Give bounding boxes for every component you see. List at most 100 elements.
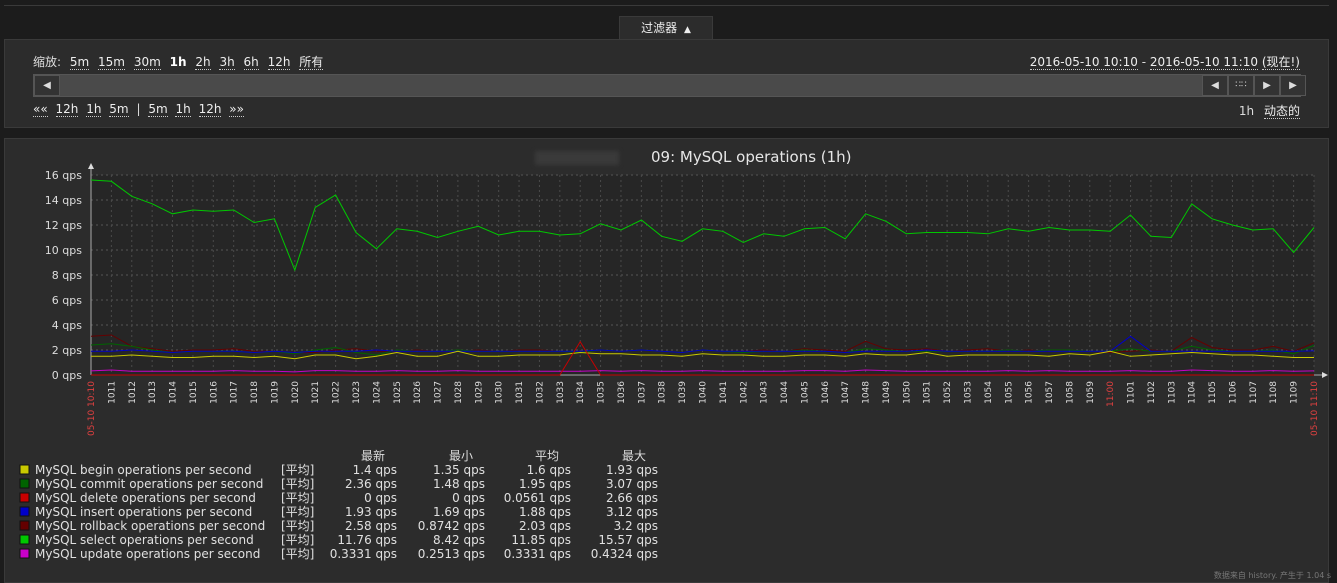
x-tick-label: 1046 <box>821 381 831 404</box>
x-tick-label: 1041 <box>719 381 729 404</box>
nav-back-12h[interactable]: 12h <box>55 102 79 117</box>
zoom-all[interactable]: 所有 <box>299 55 324 70</box>
x-tick-label: 1019 <box>270 381 280 404</box>
nav-prev-icon[interactable]: «« <box>33 102 48 117</box>
legend-value: 15.57 qps <box>598 533 658 547</box>
drag-handle-icon[interactable]: ∷∷ <box>1228 75 1254 96</box>
legend-value: 2.03 qps <box>519 519 571 533</box>
legend-function: [平均] <box>281 477 314 491</box>
x-tick-label: 1108 <box>1269 381 1279 404</box>
legend-value: 11.76 qps <box>337 533 397 547</box>
legend-value: 1.93 qps <box>606 463 658 477</box>
range-to[interactable]: 2016-05-10 11:10 <box>1149 55 1258 70</box>
range-from[interactable]: 2016-05-10 10:10 <box>1029 55 1138 70</box>
legend-swatch <box>19 478 30 489</box>
legend-function: [平均] <box>281 463 314 477</box>
x-tick-label: 1101 <box>1127 381 1137 404</box>
zoom-12h[interactable]: 12h <box>267 55 291 70</box>
x-tick-label: 1021 <box>311 381 321 404</box>
filter-toggle-tab[interactable]: 过滤器 ▲ <box>619 16 713 40</box>
filter-label: 过滤器 <box>641 21 678 35</box>
bar-right-arrow-icon[interactable]: ▶ <box>1254 75 1280 96</box>
y-tick-label: 14 qps <box>45 194 82 207</box>
x-tick-label: 1043 <box>760 381 770 404</box>
legend-swatch <box>19 506 30 517</box>
x-tick-label: 1013 <box>148 381 158 404</box>
x-tick-label: 1057 <box>1045 381 1055 404</box>
x-tick-label: 1050 <box>902 381 912 404</box>
zoom-2h[interactable]: 2h <box>195 55 211 70</box>
x-tick-label: 1044 <box>780 381 790 404</box>
zoom-3h[interactable]: 3h <box>219 55 235 70</box>
legend-name: MySQL delete operations per second <box>35 491 256 505</box>
zoom-5m[interactable]: 5m <box>69 55 90 70</box>
x-tick-label: 1047 <box>841 381 851 404</box>
series-line <box>91 350 1314 360</box>
x-tick-label: 1017 <box>230 381 240 404</box>
legend-value: 1.88 qps <box>519 505 571 519</box>
legend-name: MySQL update operations per second <box>35 547 260 561</box>
zoom-1h-selected[interactable]: 1h <box>169 55 187 69</box>
legend-swatch <box>19 520 30 531</box>
legend-value: 0 qps <box>364 491 397 505</box>
legend-value: 8.42 qps <box>433 533 485 547</box>
x-tick-label: 1045 <box>800 381 810 404</box>
legend-value: 3.12 qps <box>606 505 658 519</box>
range-now[interactable]: (现在!) <box>1261 55 1300 70</box>
legend-swatch <box>19 548 30 559</box>
range-separator: - <box>1137 55 1150 69</box>
nav-fwd-5m[interactable]: 5m <box>148 102 168 117</box>
legend-function: [平均] <box>281 519 314 533</box>
series-line <box>90 179 1315 272</box>
y-tick-label: 10 qps <box>45 244 82 257</box>
legend-function: [平均] <box>281 491 314 505</box>
zoom-15m[interactable]: 15m <box>98 55 125 70</box>
legend-name: MySQL insert operations per second <box>35 505 252 519</box>
legend-value: 2.66 qps <box>606 491 658 505</box>
period-mode-toggle[interactable]: 动态的 <box>1263 104 1300 119</box>
scroll-right-arrow-icon[interactable]: ▶ <box>1280 75 1306 96</box>
legend-value: 1.35 qps <box>433 463 485 477</box>
zoom-30m[interactable]: 30m <box>133 55 161 70</box>
y-tick-label: 0 qps <box>52 369 82 382</box>
top-divider <box>4 5 1329 6</box>
legend-value: 0.4324 qps <box>591 547 658 561</box>
legend-header: 最大 <box>622 449 646 463</box>
x-tick-label: 1058 <box>1065 381 1075 404</box>
x-tick-label: 1035 <box>597 381 607 404</box>
legend-function: [平均] <box>281 547 314 561</box>
x-tick-label: 1030 <box>495 381 505 404</box>
x-tick-label: 11:00 <box>1106 381 1116 407</box>
time-scrollbar[interactable]: ◀ ◀ ∷∷ ▶ ▶ <box>33 74 1306 97</box>
x-tick-label: 1040 <box>699 381 709 404</box>
nav-back-5m[interactable]: 5m <box>109 102 129 117</box>
nav-fwd-1h[interactable]: 1h <box>175 102 191 117</box>
x-tick-label: 1048 <box>862 381 872 404</box>
x-tick-label: 1056 <box>1025 381 1035 404</box>
graph-title: 09: MySQL operations (1h) <box>651 148 852 166</box>
x-tick-label: 1032 <box>535 381 545 404</box>
x-tick-label: 1014 <box>169 381 179 404</box>
x-tick-label: 1011 <box>107 381 117 404</box>
nav-back-1h[interactable]: 1h <box>86 102 102 117</box>
y-tick-label: 16 qps <box>45 169 82 182</box>
series-line <box>91 340 1314 376</box>
time-range: 2016-05-10 10:10 - 2016-05-10 11:10 (现在!… <box>1029 53 1300 70</box>
legend-function: [平均] <box>281 505 314 519</box>
x-tick-label: 1012 <box>128 381 138 404</box>
x-tick-label: 1031 <box>515 381 525 404</box>
legend-header: 最小 <box>449 449 473 463</box>
x-tick-label: 1042 <box>739 381 749 404</box>
redacted-hostname <box>535 151 619 165</box>
nav-fwd-12h[interactable]: 12h <box>198 102 222 117</box>
zoom-6h[interactable]: 6h <box>243 55 259 70</box>
y-tick-label: 2 qps <box>52 344 82 357</box>
scroll-left-arrow-icon[interactable]: ◀ <box>34 75 60 96</box>
bar-left-arrow-icon[interactable]: ◀ <box>1202 75 1228 96</box>
legend-name: MySQL commit operations per second <box>35 477 263 491</box>
nav-next-icon[interactable]: »» <box>229 102 244 117</box>
legend-value: 0.8742 qps <box>418 519 485 533</box>
x-tick-label: 1051 <box>923 381 933 404</box>
x-tick-label: 1020 <box>291 381 301 404</box>
legend-value: 0 qps <box>452 491 485 505</box>
